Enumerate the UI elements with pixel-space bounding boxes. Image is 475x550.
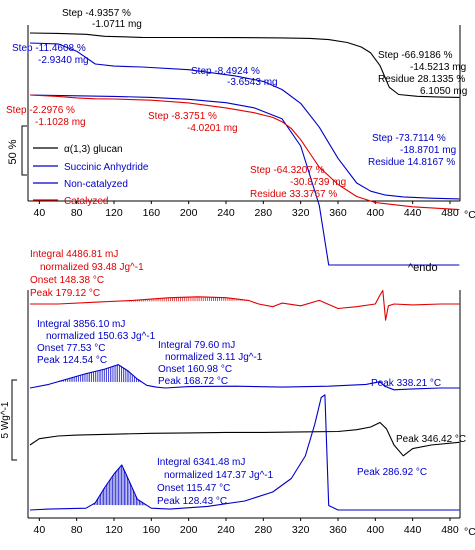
dsc-scale-label: 5 Wg^-1: [0, 401, 11, 438]
x-tick-label: 360: [329, 524, 347, 536]
tga-series-1-3-glucan: [29, 32, 460, 98]
tga-legend: α(1,3) glucan Succinic Anhydride Non-cat…: [33, 144, 149, 207]
tga-scale-label: 50 %: [7, 139, 19, 164]
x-tick-label: 200: [180, 207, 198, 219]
tga-annotation-catalyzed-step1: Step -2.2976 % -1.1028 mg: [6, 105, 86, 128]
legend-entry-catalyzed: Catalyzed: [64, 196, 108, 207]
x-tick-label: 80: [71, 207, 83, 219]
tga-x-axis: 40 80 120 160 200 240 280 320 360 400 440 480 °C: [33, 201, 475, 221]
x-tick-label: 40: [33, 524, 45, 536]
x-tick-label: 40: [33, 207, 45, 219]
x-tick-label: 480: [441, 207, 459, 219]
dsc-scale-bar: 5 Wg^-1: [0, 379, 17, 461]
tga-annotation-succinic-step1: Step -11.4608 % -2.9340 mg: [12, 43, 89, 66]
dsc-series-non-catalyzed: [29, 394, 460, 511]
dsc-annotation-succinic-peak: Peak 338.21 °C: [371, 378, 441, 389]
tga-series-lines: [29, 32, 460, 266]
dsc-series-catalyzed: [30, 289, 460, 321]
legend-entry-glucan: α(1,3) glucan: [64, 144, 123, 155]
x-tick-label: 440: [404, 207, 422, 219]
dsc-annotation-noncatalyzed-main: Integral 6341.48 mJ normalized 147.37 Jg…: [157, 457, 276, 507]
x-axis-unit: °C: [464, 526, 475, 538]
tga-series-catalyzed: [29, 94, 460, 211]
x-tick-label: 320: [292, 207, 310, 219]
x-tick-label: 360: [329, 207, 347, 219]
tga-series-non-catalyzed: [29, 94, 460, 266]
legend-entry-noncatalyzed: Non-catalyzed: [64, 179, 128, 190]
tga-annotation-succinic-step2: Step -8.4924 % -3.6543 mg: [191, 66, 278, 88]
tga-annotation-glucan-step1: Step -4.9357 % -1.0711 mg: [62, 8, 142, 30]
x-tick-label: 400: [367, 207, 385, 219]
x-tick-label: 280: [255, 524, 273, 536]
dsc-annotation-succinic-small: Integral 79.60 mJ normalized 3.11 Jg^-1 …: [158, 340, 265, 387]
x-tick-label: 480: [441, 524, 459, 536]
tga-annotation-catalyzed-step3: Step -64.3207 % -30.8739 mg Residue 33.3…: [250, 165, 349, 200]
dsc-annotation-noncatalyzed-peak: Peak 286.92 °C: [357, 467, 427, 478]
legend-entry-succinic: Succinic Anhydride: [64, 162, 149, 173]
x-tick-label: 240: [217, 524, 235, 536]
dsc-annotation-catalyzed: Integral 4486.81 mJ normalized 93.48 Jg^…: [30, 249, 146, 299]
dsc-x-axis: 40 80 120 160 200 240 280 320 360 400 440 480 °C: [33, 518, 475, 538]
dsc-integration-hatch: [59, 296, 249, 506]
x-tick-label: 240: [217, 207, 235, 219]
x-tick-label: 120: [105, 207, 123, 219]
dsc-annotation-succinic-main: Integral 3856.10 mJ normalized 150.63 Jg…: [37, 319, 158, 366]
tga-scale-bar: 50 %: [7, 125, 27, 176]
dsc-series-succinic-anhydride: [29, 364, 460, 391]
dsc-series-lines: [29, 289, 460, 511]
x-axis-unit: °C: [464, 209, 475, 221]
x-tick-label: 280: [255, 207, 273, 219]
x-tick-label: 120: [105, 524, 123, 536]
dsc-annotation-glucan-peak: Peak 346.42 °C: [396, 434, 466, 445]
x-tick-label: 320: [292, 524, 310, 536]
tga-annotation-glucan-step2: Step -66.9186 % -14.5213 mg Residue 28.1…: [378, 50, 469, 97]
x-tick-label: 400: [367, 524, 385, 536]
dsc-plot-frame: [27, 290, 461, 519]
x-tick-label: 440: [404, 524, 422, 536]
x-tick-label: 160: [143, 524, 161, 536]
tga-annotations: Step -4.9357 % -1.0711 mg Step -66.9186 …: [6, 8, 469, 200]
dsc-panel: 40 80 120 160 200 240 280 320 360 400 440 480 °C ^en…: [0, 249, 475, 538]
dsc-series-1-3-glucan: [29, 421, 460, 457]
tga-series-succinic-anhydride: [29, 42, 460, 200]
tga-panel: 40 80 120 160 200 240 280 320 360 400 440 480 °C 50 …: [6, 8, 475, 266]
dsc-endo-label: ^endo: [408, 262, 438, 274]
tga-plot-frame: [27, 25, 461, 202]
tga-annotation-catalyzed-step2: Step -8.3751 % -4.0201 mg: [148, 111, 238, 134]
dsc-annotations: Integral 4486.81 mJ normalized 93.48 Jg^…: [30, 249, 466, 507]
x-tick-label: 200: [180, 524, 198, 536]
tga-annotation-succinic-step3: Step -73.7114 % -18.8701 mg Residue 14.8…: [368, 133, 459, 168]
x-tick-label: 160: [143, 207, 161, 219]
x-tick-label: 80: [71, 524, 83, 536]
